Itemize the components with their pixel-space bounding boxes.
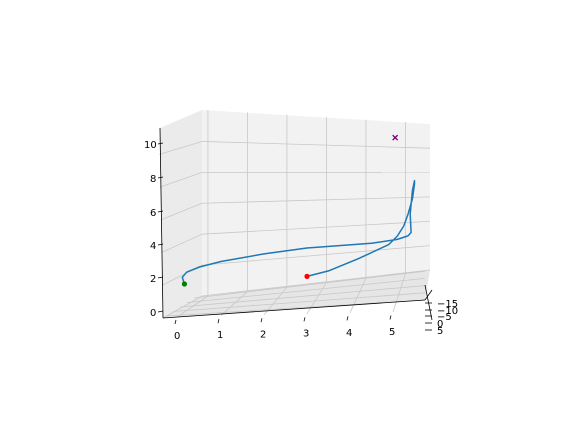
chart-gridlines (159, 110, 431, 319)
y-tick-label: −5 (437, 312, 452, 323)
floor-pane (163, 270, 430, 318)
z-tick-mark (157, 310, 164, 313)
grid-line-depth (186, 278, 426, 303)
x-tick-mark (303, 317, 306, 322)
y-tick-label: −15 (437, 299, 458, 310)
grid-line-left (159, 141, 203, 155)
z-tick-label: 8 (150, 174, 156, 185)
grid-line-z (201, 196, 431, 204)
target-marker (392, 134, 399, 141)
grid-line-floor (263, 286, 288, 315)
grid-line-depth (179, 285, 426, 308)
y-tick-label: −10 (437, 306, 458, 317)
grid-line-depth (172, 292, 426, 312)
x-axis-line (162, 299, 426, 319)
x-tick-label: 0 (174, 331, 180, 342)
y-tick-label: 5 (437, 326, 443, 337)
x-tick-mark (217, 319, 220, 324)
x-tick-mark (174, 319, 177, 325)
back-pane (202, 110, 430, 296)
z-tick-mark (157, 210, 164, 213)
z-tick-label: 4 (150, 241, 156, 252)
grid-line-floor (220, 291, 248, 316)
end-marker (181, 281, 188, 287)
grid-line-left (159, 171, 203, 188)
grid-line-left (160, 202, 203, 221)
z-tick-mark (157, 176, 164, 179)
x-tick-label: 2 (260, 329, 266, 340)
z-axis-line (159, 127, 164, 319)
x-tick-mark (389, 315, 392, 320)
z-tick-label: 6 (150, 208, 156, 219)
grid-line-z (201, 269, 431, 297)
x-tick-label: 3 (303, 329, 309, 340)
y-axis-line (424, 289, 433, 301)
grid-line-left (161, 233, 203, 253)
grid-line-z (201, 245, 431, 266)
grid-line-floor (306, 282, 327, 315)
chart-axes (159, 127, 433, 321)
start-marker (304, 273, 310, 279)
chart-panes (160, 110, 430, 318)
z-tick-label: 10 (144, 140, 157, 151)
left-pane (160, 110, 202, 318)
x-tick-mark (260, 318, 263, 323)
grid-line-depth (193, 270, 426, 299)
z-tick-mark (157, 142, 164, 145)
x-tick-label: 5 (389, 327, 395, 338)
y-tick-label: 0 (437, 319, 443, 330)
grid-line-z (201, 141, 431, 149)
chart-plot-area (181, 134, 416, 287)
z-tick-label: 2 (150, 274, 156, 285)
grid-line-z (201, 220, 431, 235)
z-tick-mark (157, 243, 164, 246)
x-tick-label: 1 (217, 330, 223, 341)
z-tick-label: 0 (150, 308, 156, 319)
x-tick-mark (346, 316, 349, 321)
trajectory-line (181, 179, 416, 285)
grid-line-floor (349, 278, 367, 314)
z-tick-mark (157, 276, 164, 279)
y-axis-stub (424, 284, 433, 321)
x-tick-label: 4 (346, 328, 352, 339)
marker-stroke (392, 134, 399, 141)
